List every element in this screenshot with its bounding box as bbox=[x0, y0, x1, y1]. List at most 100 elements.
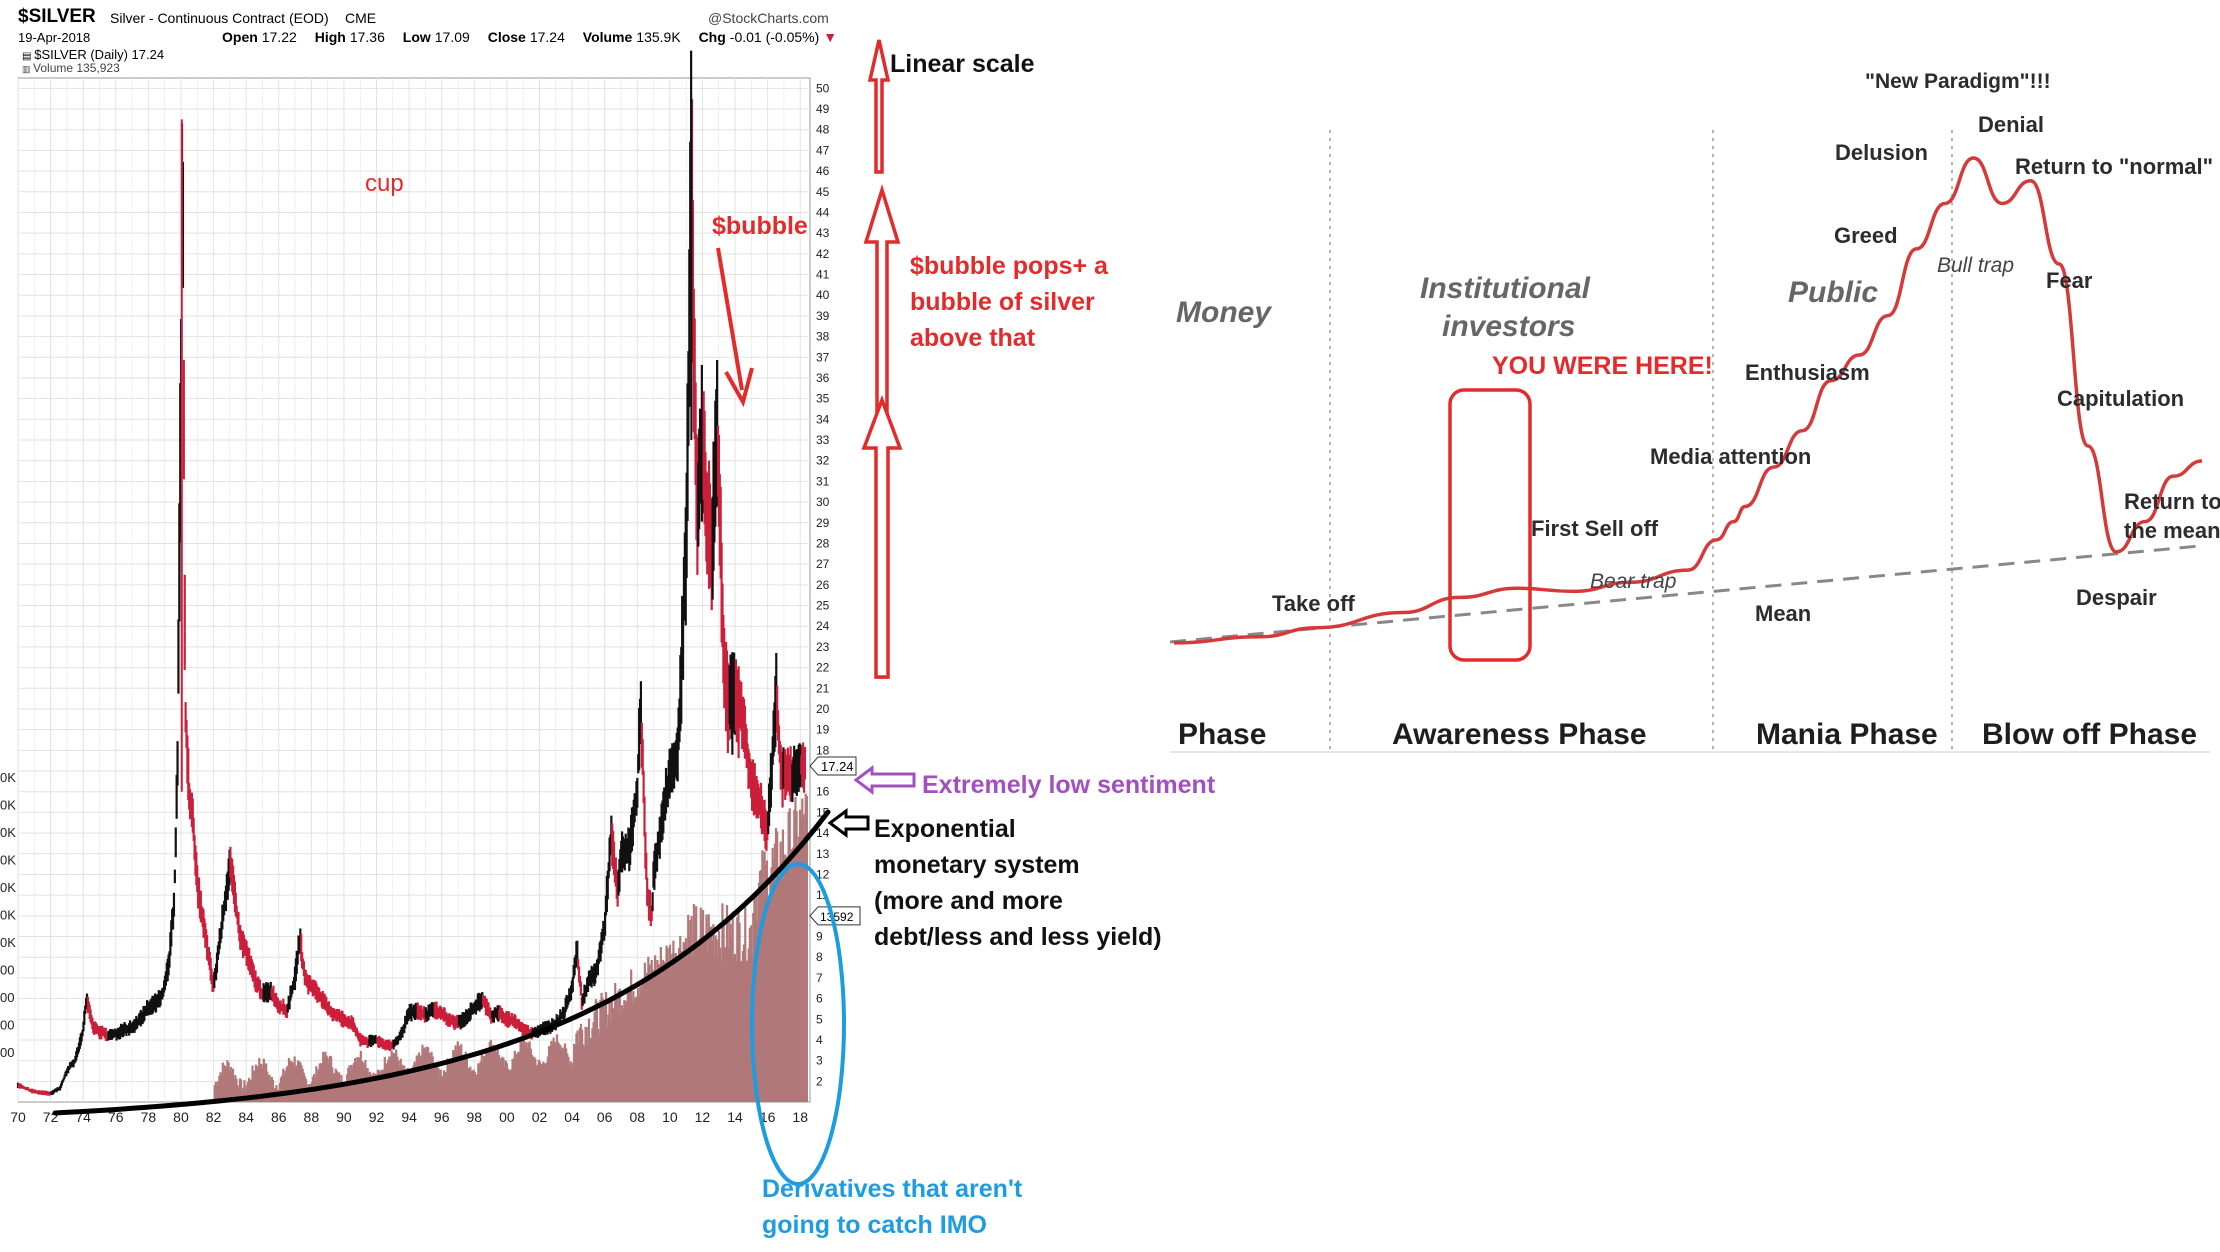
volume-bar bbox=[728, 918, 731, 1102]
volume-bar bbox=[673, 967, 676, 1102]
left-volume-tick-label: 0K bbox=[0, 825, 16, 840]
volume-bar bbox=[757, 882, 761, 1102]
volume-bar bbox=[713, 956, 716, 1102]
volume-bar bbox=[787, 811, 790, 1102]
x-tick-label: 76 bbox=[108, 1109, 124, 1125]
volume-bar bbox=[440, 1076, 443, 1102]
label-media-attention: Media attention bbox=[1650, 444, 1812, 469]
volume-bar bbox=[258, 1057, 261, 1102]
close-label: Close bbox=[487, 29, 526, 45]
volume-bar bbox=[372, 1072, 375, 1102]
volume-bar bbox=[699, 907, 702, 1102]
volume-bar bbox=[243, 1080, 246, 1102]
y-tick-label: 26 bbox=[816, 578, 830, 592]
volume-bar bbox=[708, 927, 711, 1102]
volume-bar bbox=[639, 986, 642, 1102]
volume-bar bbox=[720, 961, 723, 1102]
volume-bar bbox=[292, 1062, 295, 1102]
volume-bar bbox=[287, 1058, 291, 1102]
volume-bar bbox=[373, 1077, 376, 1102]
volume-label: Volume bbox=[582, 29, 633, 45]
y-tick-label: 35 bbox=[816, 392, 830, 406]
volume-bar bbox=[771, 847, 774, 1102]
volume-bar bbox=[603, 1006, 607, 1102]
chg-value: -0.01 (-0.05%) bbox=[729, 29, 820, 45]
volume-bar bbox=[496, 1049, 499, 1102]
volume-bar bbox=[236, 1085, 239, 1102]
volume-bar bbox=[630, 969, 633, 1102]
volume-bar bbox=[565, 1048, 568, 1102]
phase-stealth-partial: Phase bbox=[1178, 718, 1267, 751]
volume-bar bbox=[593, 1011, 596, 1102]
y-tick-label: 5 bbox=[816, 1012, 823, 1026]
volume-bar bbox=[497, 1055, 500, 1102]
volume-bar bbox=[518, 1051, 521, 1102]
volume-bar bbox=[619, 1015, 623, 1102]
volume-bar bbox=[530, 1054, 534, 1102]
plot-frame bbox=[17, 77, 811, 1103]
down-triangle-icon: ▼ bbox=[823, 29, 838, 45]
volume-bar bbox=[250, 1079, 253, 1102]
volume-bar bbox=[474, 1075, 478, 1102]
volume-bar bbox=[543, 1063, 546, 1102]
volume-bar bbox=[407, 1069, 410, 1102]
annotation-derivatives-2: going to catch IMO bbox=[762, 1211, 987, 1239]
volume-bar bbox=[623, 1000, 626, 1102]
volume-bar bbox=[606, 1026, 609, 1102]
volume-bar bbox=[411, 1068, 414, 1102]
label-new-paradigm: "New Paradigm"!!! bbox=[1865, 70, 2051, 93]
left-volume-tick-label: 0K bbox=[0, 853, 16, 868]
volume-bar bbox=[716, 956, 719, 1102]
volume-bar bbox=[591, 1028, 594, 1102]
volume-bar bbox=[489, 1039, 492, 1102]
volume-bar bbox=[493, 1049, 496, 1102]
volume-bar bbox=[553, 1042, 556, 1102]
volume-bar bbox=[425, 1046, 429, 1102]
label-public: Public bbox=[1788, 276, 1879, 309]
volume-bar bbox=[557, 1042, 560, 1102]
volume-bar bbox=[693, 914, 697, 1102]
volume-bar bbox=[657, 966, 660, 1102]
volume-bar bbox=[213, 1085, 216, 1102]
volume-bar bbox=[551, 1045, 554, 1102]
volume-bar bbox=[589, 1038, 592, 1102]
volume-bar bbox=[406, 1068, 409, 1102]
volume-bar bbox=[380, 1073, 383, 1102]
volume-bar bbox=[545, 1062, 548, 1102]
y-tick-label: 33 bbox=[816, 433, 830, 447]
volume-bar bbox=[326, 1057, 329, 1102]
bubble-arrow-head bbox=[724, 367, 754, 408]
exponential-arrow bbox=[827, 808, 870, 838]
volume-bar bbox=[349, 1072, 352, 1102]
volume-bar bbox=[563, 1043, 567, 1102]
annotation-linear-scale: Linear scale bbox=[890, 50, 1035, 78]
volume-bar bbox=[612, 1009, 616, 1102]
volume-bar bbox=[473, 1072, 477, 1102]
volume-bar bbox=[527, 1042, 530, 1102]
volume-bar bbox=[597, 1028, 600, 1102]
volume-bar bbox=[706, 951, 709, 1102]
x-tick-label: 14 bbox=[727, 1109, 743, 1125]
y-tick-label: 30 bbox=[816, 495, 830, 509]
volume-bar bbox=[223, 1066, 227, 1102]
y-tick-label: 2 bbox=[816, 1074, 823, 1088]
x-tick-label: 02 bbox=[532, 1109, 548, 1125]
volume-bar bbox=[676, 966, 680, 1102]
volume-bar bbox=[478, 1065, 481, 1102]
volume-bar bbox=[784, 854, 787, 1102]
x-tick-label: 06 bbox=[597, 1109, 613, 1125]
volume-bar bbox=[758, 870, 762, 1102]
volume-bar bbox=[431, 1056, 434, 1102]
bubble-pops-arrow-bottom bbox=[861, 395, 903, 679]
volume-bar bbox=[479, 1061, 482, 1102]
volume-bar bbox=[615, 996, 618, 1102]
volume-bar bbox=[449, 1058, 453, 1102]
volume-bar bbox=[505, 1063, 508, 1102]
volume-bar bbox=[666, 948, 669, 1102]
volume-bar bbox=[306, 1087, 309, 1102]
volume-bar bbox=[547, 1046, 551, 1102]
volume-bar bbox=[374, 1073, 377, 1102]
volume-bar bbox=[413, 1061, 416, 1102]
volume-bar bbox=[777, 876, 780, 1102]
